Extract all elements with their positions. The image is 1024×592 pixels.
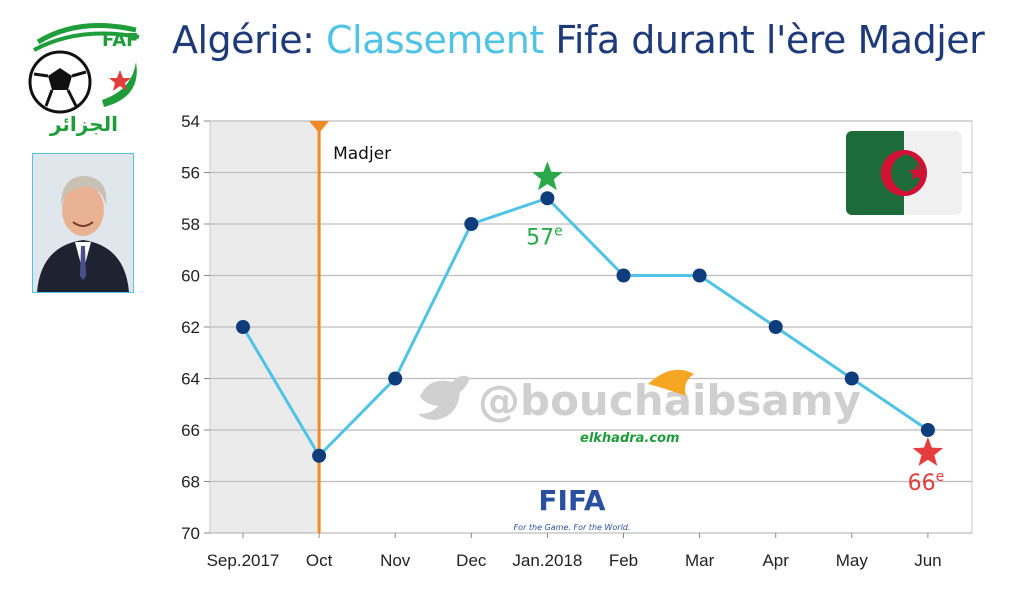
faf-logo: FAF [28,23,140,114]
x-tick-label: Feb [609,551,638,570]
x-tick-label: Jan.2018 [512,551,582,570]
y-tick-label: 60 [181,267,200,286]
x-tick-label: Apr [762,551,789,570]
data-point [388,371,403,386]
y-tick-label: 66 [181,421,200,440]
x-tick-label: Jun [914,551,941,570]
title-accent: Classement [326,18,544,62]
madjer-marker-label: Madjer [333,144,391,164]
site-logo-icon [648,369,694,396]
y-tick-label: 56 [181,164,200,183]
flag-crescent-right-top [904,150,927,173]
y-tick-label: 54 [181,112,200,131]
fifa-logo-text: FIFA [538,484,605,517]
y-tick-label: 64 [181,370,200,389]
title-part-2: Fifa durant l'ère Madjer [543,18,985,62]
logo-letters: FAF [102,30,138,51]
data-point [236,320,250,334]
logo-arabic-text: الجزائر [49,112,119,136]
data-point [540,191,555,206]
worst-rank-star-icon [912,437,944,466]
data-point [768,320,783,334]
y-tick-label: 62 [181,318,200,337]
data-point [692,268,707,283]
page-title: Algérie: Classement Fifa durant l'ère Ma… [172,18,985,62]
flag-star-icon [908,164,926,181]
title-part-1: Algérie: [172,18,326,62]
y-tick-label: 68 [181,473,200,492]
best-rank-star-icon [532,161,563,191]
data-point [464,217,479,231]
worst-rank-label: 66e [908,469,945,496]
y-tick-label: 70 [181,524,200,543]
x-tick-label: Sep.2017 [207,551,280,570]
series-line [241,196,929,458]
best-rank-label: 57e [526,223,563,250]
madjer-marker-arrow [309,121,330,133]
data-point [920,423,935,437]
data-point [616,268,631,283]
data-point [844,371,859,386]
coach-photo [32,153,134,293]
fifa-tagline: For the Game. For the World. [514,523,631,532]
x-tick-label: Mar [685,551,715,570]
flag-green-half [846,131,904,215]
x-tick-label: Dec [456,551,487,570]
data-point [312,448,327,463]
x-tick-label: Oct [306,551,333,570]
site-watermark: elkhadra.com [580,431,680,446]
x-tick-label: Nov [380,551,411,570]
x-tick-label: May [836,551,869,570]
twitter-bird-icon [418,375,470,420]
y-tick-label: 58 [181,215,200,234]
